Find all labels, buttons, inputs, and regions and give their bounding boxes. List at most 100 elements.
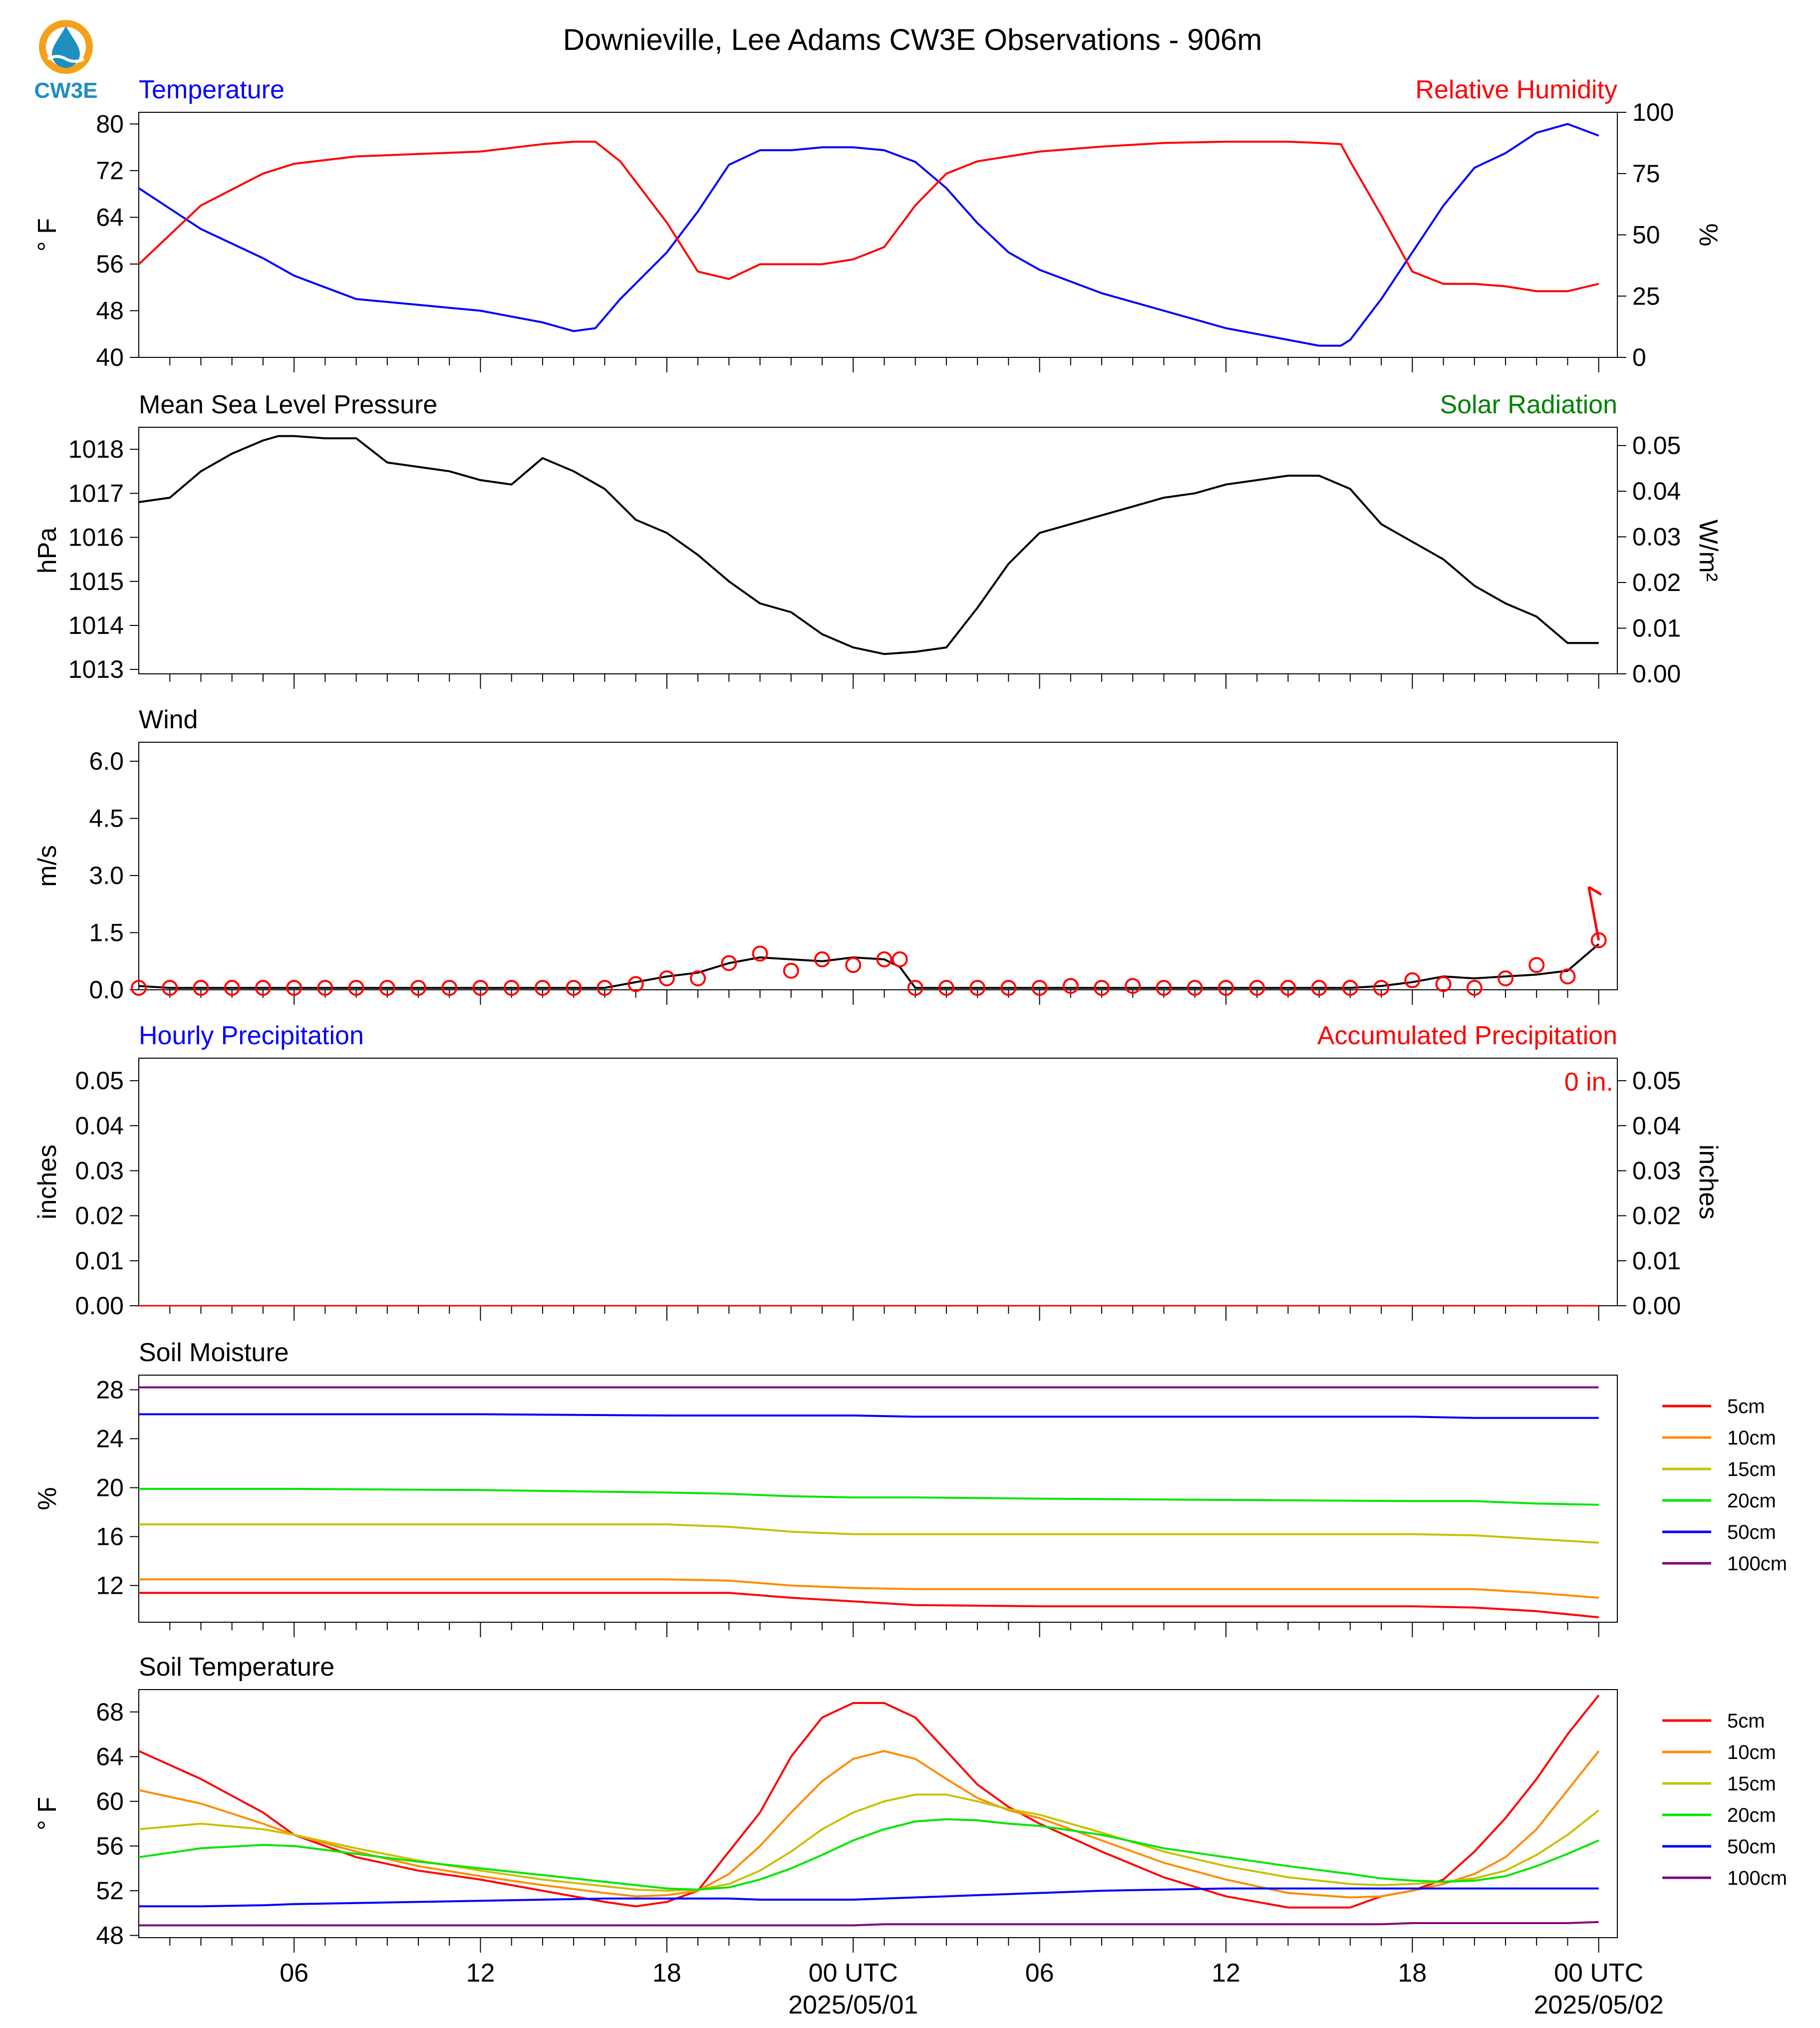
y-tick-label-left: 16 bbox=[96, 1522, 124, 1550]
wind-gust-marker bbox=[690, 970, 706, 987]
panel-title-left: Temperature bbox=[139, 75, 285, 104]
x-tick-label: 06 bbox=[280, 1959, 308, 1988]
y-tick-label-left: 20 bbox=[96, 1473, 124, 1501]
logo-wave-icon bbox=[47, 55, 85, 63]
y-tick-label-right: 50 bbox=[1632, 221, 1660, 249]
y-tick-label-left: 1017 bbox=[68, 479, 124, 507]
y-tick-label-right: 0.01 bbox=[1632, 1247, 1681, 1275]
panel-soil_moisture: Soil Moisture% 12 16 20 24 28 5cm 10cm 15cm 20cm 5… bbox=[33, 1338, 1787, 1637]
panel-frame bbox=[138, 1375, 1618, 1623]
y-tick-label-right: 0.03 bbox=[1632, 1157, 1681, 1184]
panel-title-left: Wind bbox=[139, 705, 198, 734]
series-line-50cm bbox=[139, 1413, 1599, 1419]
y-tick-label-left: 4.5 bbox=[89, 805, 124, 833]
wind-gust-marker bbox=[503, 980, 520, 996]
wind-gust-marker bbox=[1590, 932, 1607, 948]
y-tick-label-left: 72 bbox=[96, 157, 124, 185]
wind-gust-marker bbox=[472, 980, 489, 996]
panel-title-right: Relative Humidity bbox=[1415, 75, 1617, 104]
x-tick-label: 00 UTC bbox=[809, 1959, 898, 1988]
wind-gust-marker bbox=[224, 980, 240, 996]
y-axis-label-left: m/s bbox=[33, 845, 62, 887]
series-line-20cm bbox=[138, 1818, 1599, 1891]
wind-gust-marker bbox=[348, 980, 364, 996]
y-tick-label-left: 64 bbox=[96, 1742, 124, 1770]
x-tick-label: 18 bbox=[1398, 1959, 1427, 1988]
y-tick-label-left: 48 bbox=[96, 296, 124, 324]
series-line-15cm bbox=[138, 1793, 1599, 1892]
wind-barb-flag bbox=[1588, 885, 1602, 896]
series-line-10cm bbox=[139, 1578, 1599, 1599]
x-date-label: 2025/05/02 bbox=[1534, 1991, 1664, 2020]
y-tick-label-left: 52 bbox=[96, 1877, 124, 1905]
y-tick-label-right: 0 bbox=[1632, 343, 1646, 371]
y-tick-label-left: 1013 bbox=[68, 655, 124, 683]
wind-gust-marker bbox=[969, 980, 986, 996]
wind-gust-marker bbox=[1000, 980, 1017, 996]
y-axis-label-left: ° F bbox=[33, 1797, 62, 1830]
panel-frame bbox=[138, 1689, 1618, 1938]
wind-gust-marker bbox=[907, 980, 923, 996]
y-tick-label-left: 0.00 bbox=[75, 1292, 124, 1320]
wind-gust-marker bbox=[410, 980, 427, 996]
wind-gust-marker bbox=[876, 951, 893, 967]
wind-gust-marker bbox=[1156, 980, 1172, 996]
legend-label-5cm: 5cm bbox=[1727, 1396, 1765, 1418]
y-axis-label-right: % bbox=[1694, 223, 1723, 246]
wind-gust-marker bbox=[1094, 980, 1110, 996]
wind-gust-marker bbox=[1466, 980, 1483, 996]
legend-label-15cm: 15cm bbox=[1727, 1458, 1776, 1480]
legend-label-15cm: 15cm bbox=[1727, 1773, 1776, 1795]
series-line-15cm bbox=[139, 1523, 1599, 1544]
chart-panels: Temperature Relative Humidity ° F % 40 48 56 64… bbox=[33, 75, 1787, 2020]
wind-gust-marker bbox=[441, 980, 458, 996]
legend-label-50cm: 50cm bbox=[1727, 1521, 1776, 1543]
y-axis-label-right: inches bbox=[1694, 1145, 1723, 1219]
wind-gust-marker bbox=[1249, 980, 1265, 996]
wind-gust-marker bbox=[597, 980, 613, 996]
wind-gust-marker bbox=[721, 955, 737, 971]
y-tick-label-left: 12 bbox=[96, 1571, 124, 1599]
panel-frame bbox=[138, 427, 1618, 674]
y-tick-label-left: 40 bbox=[96, 343, 124, 371]
y-tick-label-left: 3.0 bbox=[89, 862, 124, 889]
legend-label-100cm: 100cm bbox=[1727, 1867, 1787, 1889]
panel-title-right: Accumulated Precipitation bbox=[1317, 1021, 1617, 1050]
accumulated-total-label: 0 in. bbox=[1564, 1068, 1613, 1097]
wind-gust-marker bbox=[193, 980, 209, 996]
y-tick-label-right: 0.01 bbox=[1632, 614, 1681, 642]
legend-label-20cm: 20cm bbox=[1727, 1804, 1776, 1826]
wind-gust-marker bbox=[534, 980, 551, 996]
y-tick-label-left: 80 bbox=[96, 110, 124, 138]
y-tick-label-left: 0.05 bbox=[75, 1067, 124, 1095]
wind-gust-marker bbox=[1404, 972, 1421, 988]
y-tick-label-left: 1015 bbox=[68, 568, 124, 595]
wind-gust-marker bbox=[1528, 957, 1545, 973]
series-line-wind-speed bbox=[138, 943, 1600, 989]
y-tick-label-left: 48 bbox=[96, 1922, 124, 1950]
y-axis-label-right: W/m² bbox=[1694, 520, 1723, 581]
wind-gust-marker bbox=[1187, 980, 1203, 996]
wind-gust-marker bbox=[1280, 980, 1296, 996]
panel-title-left: Mean Sea Level Pressure bbox=[139, 390, 437, 419]
wind-gust-marker bbox=[131, 980, 147, 996]
y-tick-label-left: 0.02 bbox=[75, 1202, 124, 1230]
cw3e-logo: CW3E bbox=[34, 20, 98, 103]
series-line-temperature bbox=[138, 123, 1599, 347]
series-line-10cm bbox=[138, 1750, 1600, 1899]
panel-soil_temp: Soil Temperature ° F 48 52 56 60 64 68 06 12 18 00 … bbox=[33, 1653, 1787, 2020]
wind-gust-marker bbox=[379, 980, 395, 996]
legend-label-5cm: 5cm bbox=[1727, 1710, 1765, 1732]
x-tick-label: 06 bbox=[1025, 1959, 1054, 1988]
wind-gust-marker bbox=[1373, 980, 1390, 996]
y-tick-label-left: 0.01 bbox=[75, 1247, 124, 1275]
wind-gust-marker bbox=[1031, 980, 1048, 996]
x-tick-label: 12 bbox=[1212, 1959, 1240, 1988]
y-tick-label-right: 100 bbox=[1632, 98, 1674, 126]
y-tick-label-left: 1018 bbox=[68, 435, 124, 463]
chart-title: Downieville, Lee Adams CW3E Observations… bbox=[563, 23, 1262, 56]
wind-gust-marker bbox=[752, 945, 768, 962]
panel-precip: Hourly Precipitation Accumulated Precipit… bbox=[33, 1021, 1723, 1321]
panel-frame bbox=[138, 1058, 1618, 1306]
wind-gust-marker bbox=[1497, 970, 1514, 987]
